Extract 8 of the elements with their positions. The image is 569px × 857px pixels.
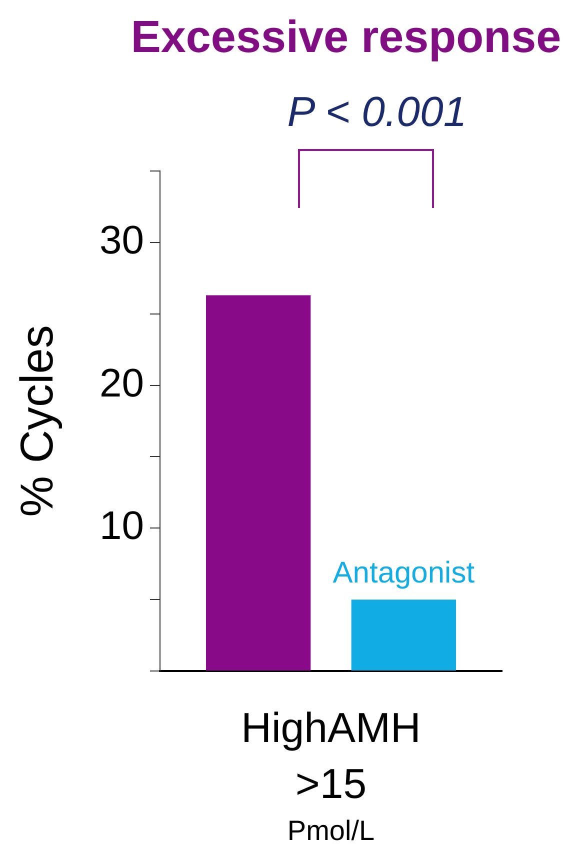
series-label: Antagonist [332,556,476,590]
y-tick-label: 10 [100,504,144,548]
y-tick-label: 20 [100,361,144,406]
text: P < 0.001 [287,88,467,135]
y-axis-title: % Cycles [10,325,62,517]
y-tick-label: 30 [100,218,144,262]
chart-title: Excessive response [130,11,562,62]
x-tick-label: HighAMH >15 Pmol/L [241,704,421,846]
